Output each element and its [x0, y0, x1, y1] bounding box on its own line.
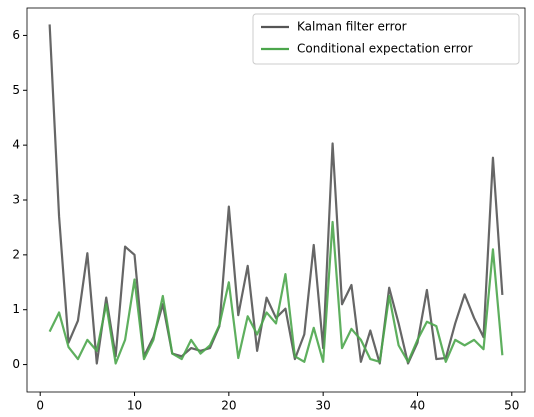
x-tick-label: 50	[504, 399, 519, 413]
y-tick-label: 6	[12, 28, 20, 42]
data-line	[48, 220, 504, 365]
y-tick-label: 2	[12, 247, 20, 261]
x-tick-label: 0	[36, 399, 44, 413]
plot-frame	[26, 7, 526, 393]
x-tick-label: 40	[410, 399, 425, 413]
legend-box	[252, 13, 520, 65]
y-tick-label: 4	[12, 138, 20, 152]
legend-label: Kalman filter error	[297, 20, 407, 34]
legend-label: Conditional expectation error	[297, 42, 473, 56]
y-tick-label: 3	[12, 193, 20, 207]
x-tick-label: 10	[127, 399, 142, 413]
x-tick-label: 20	[221, 399, 236, 413]
y-tick-label: 1	[12, 302, 20, 316]
x-tick-label: 30	[316, 399, 331, 413]
y-tick-label: 0	[12, 357, 20, 371]
y-tick-label: 5	[12, 83, 20, 97]
data-line	[48, 24, 504, 365]
